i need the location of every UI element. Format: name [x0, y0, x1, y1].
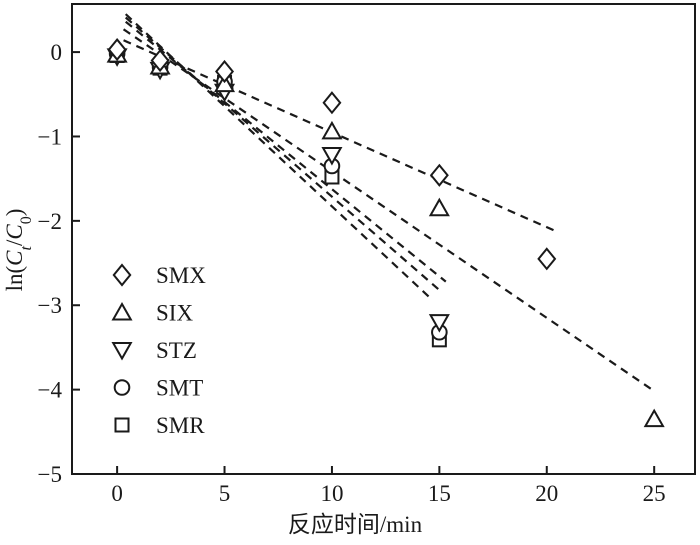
x-axis: 0 5 10 15 20 25	[111, 466, 666, 506]
x-axis-label: 反应时间/min	[288, 512, 423, 537]
y-tick-label: −5	[38, 462, 62, 487]
triangle-up-marker	[214, 73, 236, 93]
diamond-legend-icon	[112, 263, 132, 287]
x-tick-label: 5	[219, 481, 231, 506]
diamond-marker	[107, 37, 127, 62]
plot-frame	[71, 3, 696, 475]
fit-lines-group	[122, 13, 653, 391]
legend-label-SMT: SMT	[156, 376, 203, 401]
triangle-down-marker	[321, 147, 343, 166]
x-tick-label: 10	[320, 481, 343, 506]
fit-line-STZ	[125, 20, 447, 283]
triangle-up-marker	[643, 408, 665, 428]
x-tick-label: 0	[111, 481, 123, 506]
circle-legend-icon	[113, 379, 131, 396]
diamond-marker	[537, 247, 557, 271]
x-tick-label: 15	[428, 481, 451, 506]
triangle-up-marker	[428, 197, 450, 217]
legend-label-SMR: SMR	[156, 413, 205, 438]
triangle-up-legend-icon	[111, 301, 133, 321]
legend-item-STZ: STZ	[111, 338, 197, 363]
fit-line-SMX	[123, 39, 556, 232]
series-SMX	[107, 37, 557, 271]
legend-label-SIX: SIX	[156, 301, 193, 326]
triangle-down-legend-icon	[111, 342, 133, 361]
y-axis: 0 −1 −2 −3 −4 −5	[38, 40, 80, 487]
y-tick-label: −4	[38, 378, 63, 403]
triangle-up-marker	[321, 120, 343, 140]
y-tick-label: 0	[51, 40, 63, 65]
diamond-marker	[429, 163, 449, 187]
legend: SMX SIX STZ SMT SMR	[111, 263, 206, 438]
diamond-marker	[215, 59, 235, 84]
fit-line-SIX	[122, 28, 653, 391]
legend-label-STZ: STZ	[156, 338, 197, 363]
diamond-marker	[322, 91, 342, 115]
y-tick-label: −2	[38, 209, 62, 234]
legend-item-SIX: SIX	[111, 301, 193, 326]
y-axis-label: ln(Ct/C0)	[2, 209, 35, 292]
y-tick-label: −1	[38, 124, 62, 149]
legend-label-SMX: SMX	[156, 263, 206, 288]
square-legend-icon	[114, 417, 130, 433]
legend-item-SMR: SMR	[114, 413, 205, 438]
y-tick-label: −3	[38, 293, 62, 318]
x-tick-label: 25	[643, 481, 666, 506]
legend-item-SMX: SMX	[112, 263, 206, 288]
legend-item-SMT: SMT	[113, 376, 203, 401]
diamond-marker	[150, 48, 170, 73]
x-tick-label: 20	[535, 481, 558, 506]
triangle-down-marker	[428, 314, 450, 333]
